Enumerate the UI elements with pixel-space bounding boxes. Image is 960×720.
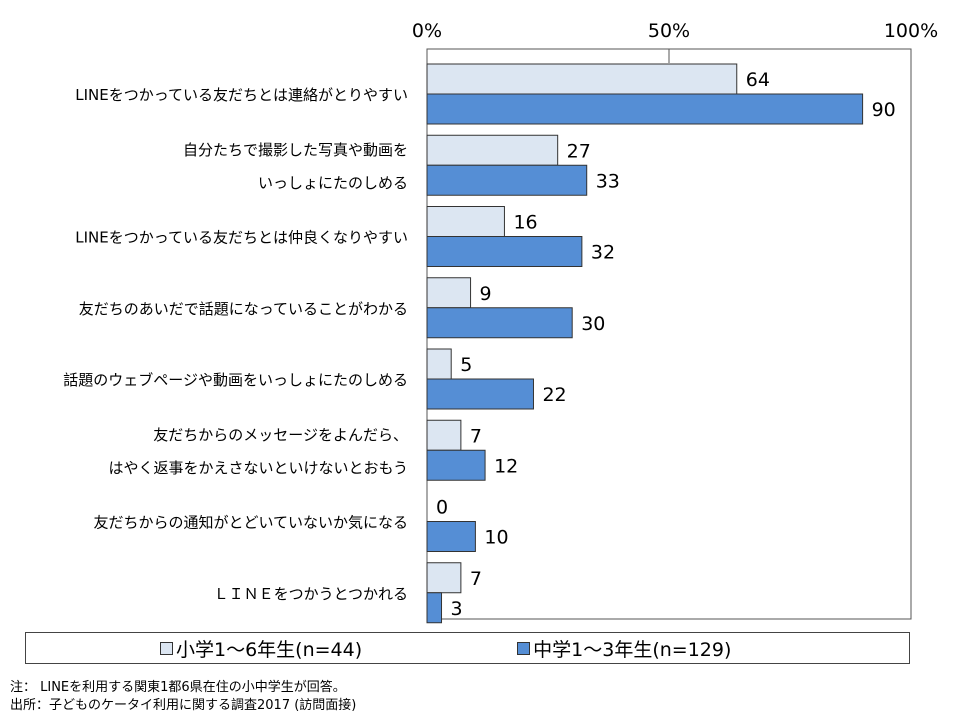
data-label-elementary: 64 bbox=[746, 69, 770, 91]
x-tick-label: 100% bbox=[884, 20, 938, 42]
category-label: 友だちからのメッセージをよんだら、 bbox=[153, 426, 408, 444]
legend-label-elementary: 小学1～6年生(n=44) bbox=[176, 638, 363, 661]
legend-item-elementary: 小学1～6年生(n=44) bbox=[160, 635, 362, 662]
data-label-junior-high: 3 bbox=[451, 598, 463, 620]
bar-junior-high bbox=[426, 378, 534, 410]
bar-junior-high bbox=[426, 521, 476, 552]
legend-swatch-elementary bbox=[160, 641, 173, 655]
data-label-junior-high: 30 bbox=[581, 313, 605, 335]
data-label-junior-high: 12 bbox=[494, 455, 518, 477]
legend-item-junior-high: 中学1～3年生(n=129) bbox=[517, 635, 731, 662]
bar-elementary bbox=[426, 562, 462, 594]
category-label: ＬＩＮＥをつかうとつかれる bbox=[214, 585, 408, 603]
data-label-elementary: 7 bbox=[470, 425, 482, 447]
category-label: いっしょにたのしめる bbox=[258, 174, 408, 192]
category-label: LINEをつかっている友だちとは仲良くなりやすい bbox=[75, 229, 408, 247]
footer-source: 出所：子どものケータイ利用に関する調査2017 (訪問面接) bbox=[10, 698, 357, 713]
data-label-junior-high: 32 bbox=[591, 242, 615, 264]
data-label-junior-high: 10 bbox=[484, 527, 508, 549]
bar-junior-high bbox=[426, 449, 486, 481]
bar-junior-high bbox=[426, 307, 573, 339]
bar-elementary bbox=[426, 206, 505, 237]
data-label-elementary: 16 bbox=[513, 212, 537, 234]
category-label: 友だちのあいだで話題になっていることがわかる bbox=[79, 300, 408, 318]
category-label: 友だちからの通知がとどいていないか気になる bbox=[93, 514, 408, 532]
bar-elementary bbox=[426, 419, 462, 451]
bar-junior-high bbox=[426, 164, 588, 196]
data-label-junior-high: 22 bbox=[542, 384, 566, 406]
bar-elementary bbox=[426, 348, 452, 380]
bar-junior-high bbox=[426, 236, 583, 267]
footer-note: 注： LINEを利用する関東1都6県在住の小中学生が回答。 bbox=[10, 680, 346, 695]
legend-swatch-junior-high bbox=[517, 641, 531, 655]
data-label-elementary: 9 bbox=[480, 283, 492, 305]
category-label: はやく返事をかえさないといけないとおもう bbox=[108, 459, 408, 477]
bar-elementary bbox=[426, 134, 559, 166]
x-tick-label: 50% bbox=[648, 20, 690, 42]
bar-elementary bbox=[426, 277, 472, 309]
data-label-elementary: 5 bbox=[460, 354, 472, 376]
data-label-elementary: 7 bbox=[470, 568, 482, 590]
bar-chart: 0% 50% 100%LINEをつかっている友だちとは連絡がとりやすい6490自分た… bbox=[63, 20, 938, 624]
category-label: 自分たちで撮影した写真や動画を bbox=[183, 141, 408, 159]
category-label: 話題のウェブページや動画をいっしょにたのしめる bbox=[63, 371, 408, 389]
data-label-junior-high: 90 bbox=[872, 99, 896, 121]
x-tick-label: 0% bbox=[412, 20, 442, 42]
legend-label-junior-high: 中学1～3年生(n=129) bbox=[533, 638, 732, 661]
category-label: LINEをつかっている友だちとは連絡がとりやすい bbox=[75, 86, 408, 104]
bar-junior-high bbox=[426, 93, 864, 125]
footer-notes: 注： LINEを利用する関東1都6県在住の小中学生が回答。 出所：子どものケータ… bbox=[10, 679, 356, 715]
data-label-elementary: 0 bbox=[436, 497, 448, 519]
bar-elementary bbox=[426, 63, 738, 95]
data-label-junior-high: 33 bbox=[596, 170, 620, 192]
bar-junior-high bbox=[426, 592, 443, 624]
data-label-elementary: 27 bbox=[567, 140, 591, 162]
legend: 小学1～6年生(n=44) 中学1～3年生(n=129) bbox=[25, 632, 910, 664]
